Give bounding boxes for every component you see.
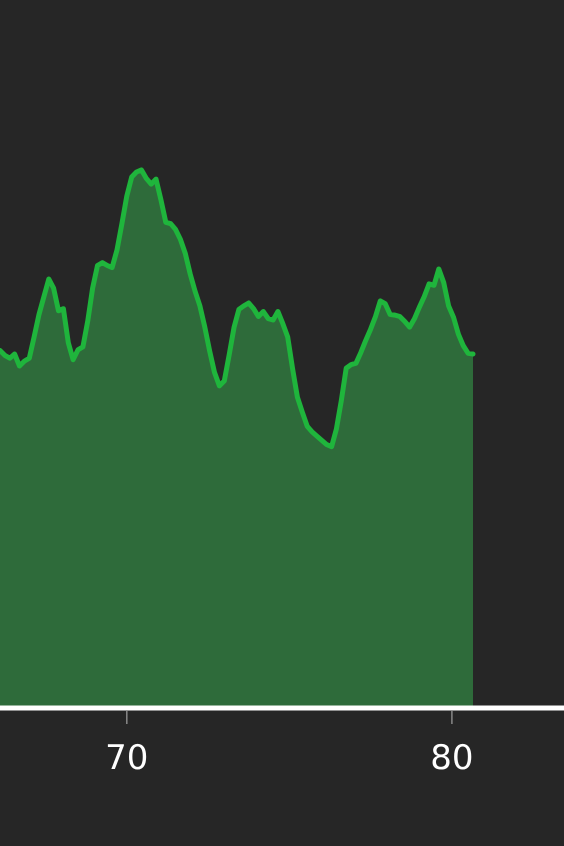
x-tick-label: 80: [430, 738, 473, 778]
series-line: [0, 167, 476, 450]
x-axis-ticks: 70 80: [105, 711, 474, 778]
x-tick-label: 70: [105, 738, 148, 778]
series-area-fill: [0, 169, 473, 708]
series-layer: [0, 167, 476, 708]
